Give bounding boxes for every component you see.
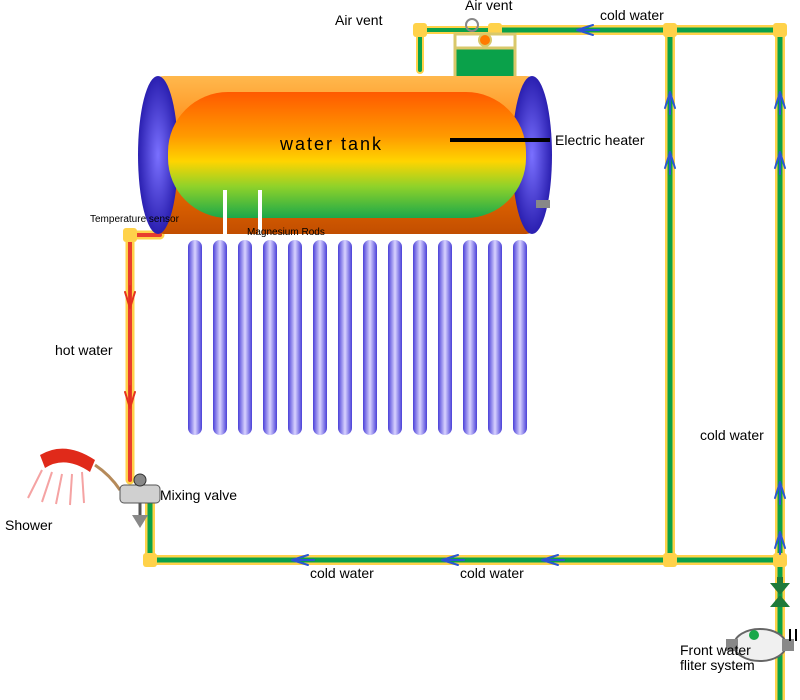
label-air-vent-left: Air vent xyxy=(335,12,383,28)
label-magnesium-rods: Magnesium Rods xyxy=(247,227,325,238)
label-cold-water-right: cold water xyxy=(700,427,764,443)
label-cold-water-top: cold water xyxy=(600,7,664,23)
label-air-vent-right: Air vent xyxy=(465,0,513,13)
label-shower: Shower xyxy=(5,517,53,533)
shower-icon xyxy=(28,449,120,505)
label-water-tank: water tank xyxy=(279,134,383,154)
label-electric-heater: Electric heater xyxy=(555,132,645,148)
hot-water-pipes xyxy=(123,228,160,480)
label-temperature-sensor: Temperature sensor xyxy=(90,214,180,225)
label-mixing-valve: Mixing valve xyxy=(160,487,237,503)
label-cold-water-bottom1: cold water xyxy=(310,565,374,581)
water-tank xyxy=(138,76,552,238)
label-front-filter2: fliter system xyxy=(680,657,755,673)
solar-heater-diagram: Air vent Air vent cold water cold water cold… xyxy=(0,0,800,700)
label-cold-water-bottom2: cold water xyxy=(460,565,524,581)
inline-valve-icon xyxy=(770,577,790,607)
label-hot-water: hot water xyxy=(55,342,113,358)
label-front-filter1: Front water xyxy=(680,642,751,658)
solar-tubes xyxy=(188,240,527,435)
